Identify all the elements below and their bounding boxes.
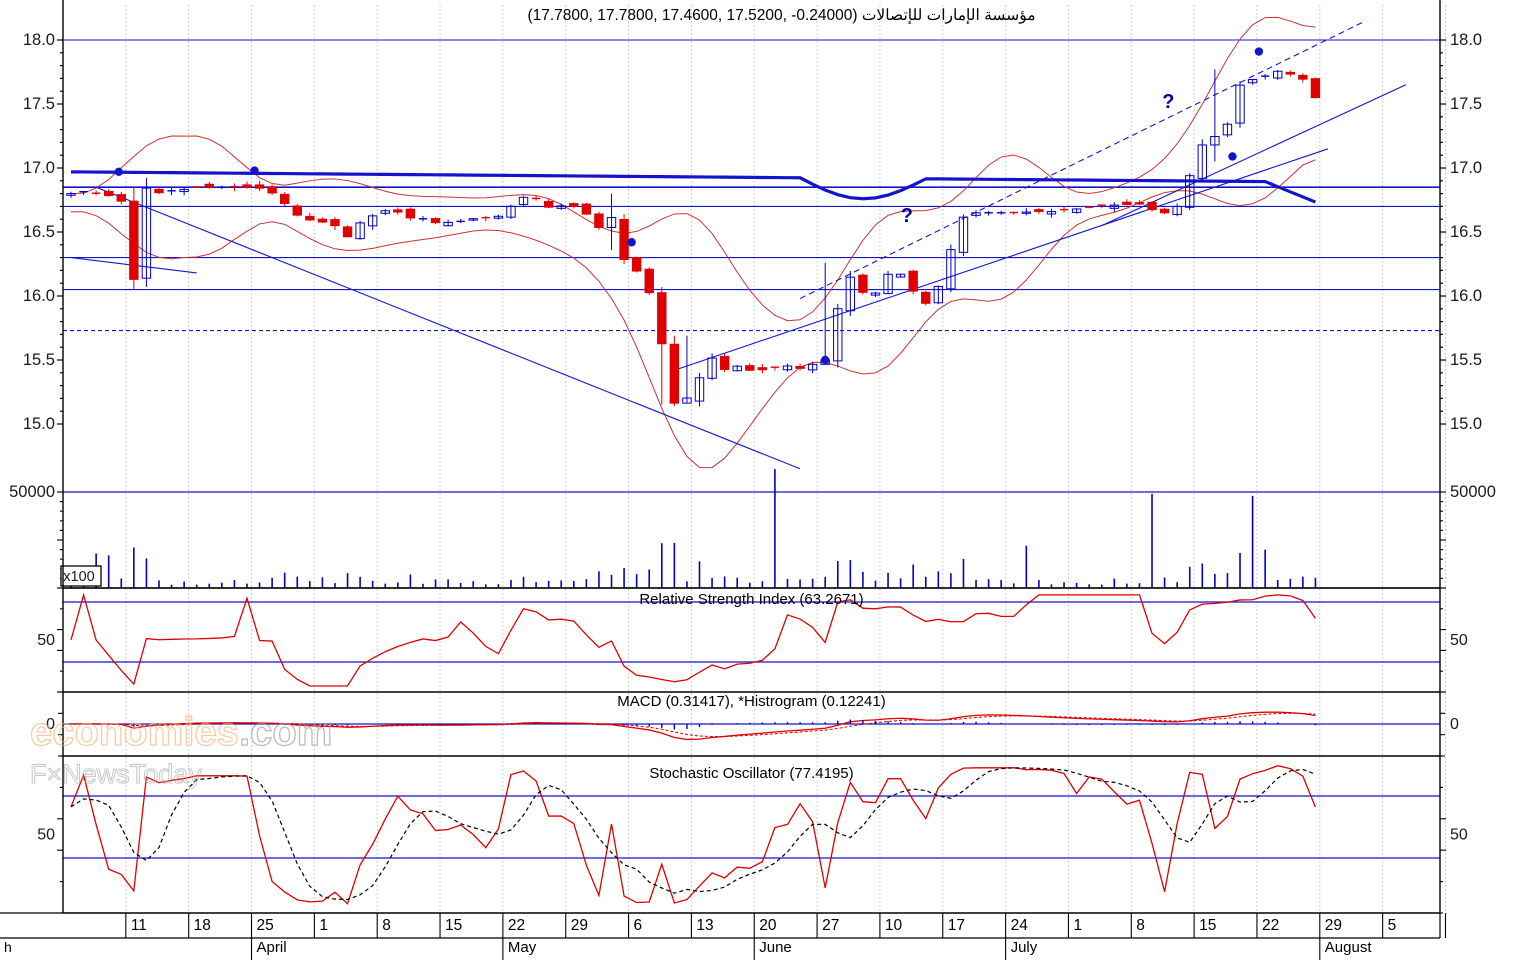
svg-text:18.0: 18.0 [23,31,55,49]
svg-text:50000: 50000 [9,483,55,501]
svg-text:15.0: 15.0 [1450,415,1482,433]
svg-text:(17.7800, 17.7800, 17.4600, 17: (17.7800, 17.7800, 17.4600, 17.5200, -0.… [527,7,1035,24]
svg-text:17.0: 17.0 [1450,159,1482,177]
svg-text:6: 6 [634,917,643,934]
svg-text:16.0: 16.0 [23,287,55,305]
svg-text:27: 27 [822,917,839,934]
svg-text:16.5: 16.5 [23,223,55,241]
svg-text:1: 1 [1073,917,1082,934]
svg-text:16.0: 16.0 [1450,287,1482,305]
svg-text:8: 8 [382,917,391,934]
svg-text:Relative Strength Index (63.26: Relative Strength Index (63.2671) [639,591,863,608]
svg-text:17.5: 17.5 [23,95,55,113]
svg-text:MACD (0.31417), *Histrogram (0: MACD (0.31417), *Histrogram (0.12241) [617,693,885,710]
svg-text:20: 20 [759,917,777,934]
svg-text:1: 1 [319,917,328,934]
svg-text:May: May [508,939,537,956]
svg-text:economies.com: economies.com [30,710,332,754]
svg-text:x100: x100 [63,569,94,585]
svg-text:13: 13 [696,917,713,934]
svg-text:24: 24 [1011,917,1029,934]
svg-text:50: 50 [37,632,55,649]
svg-text:18: 18 [194,917,211,934]
svg-text:22: 22 [508,917,525,934]
svg-text:15.5: 15.5 [1450,351,1482,369]
svg-text:h: h [4,939,12,955]
svg-text:Stochastic Oscillator (77.4195: Stochastic Oscillator (77.4195) [649,765,853,782]
svg-text:50: 50 [37,827,55,844]
svg-text:50: 50 [1450,632,1468,649]
svg-text:22: 22 [1262,917,1279,934]
svg-text:8: 8 [1136,917,1145,934]
svg-text:?: ? [901,205,913,227]
svg-text:11: 11 [131,917,147,934]
svg-text:29: 29 [1325,917,1342,934]
svg-text:0: 0 [1450,716,1459,733]
svg-text:F×NewsToday: F×NewsToday [30,759,202,789]
svg-text:50: 50 [1450,827,1468,844]
svg-text:April: April [257,939,287,956]
svg-text:?: ? [1162,91,1174,113]
svg-text:17.5: 17.5 [1450,95,1482,113]
svg-text:5: 5 [1388,917,1397,934]
svg-text:17.0: 17.0 [23,159,55,177]
svg-text:August: August [1325,939,1373,956]
svg-text:15: 15 [445,917,462,934]
svg-text:25: 25 [257,917,274,934]
svg-text:15: 15 [1199,917,1216,934]
svg-text:15.0: 15.0 [23,415,55,433]
svg-text:29: 29 [571,917,588,934]
svg-text:June: June [759,939,792,956]
svg-text:18.0: 18.0 [1450,31,1482,49]
svg-text:15.5: 15.5 [23,351,55,369]
svg-text:July: July [1011,939,1038,956]
svg-text:50000: 50000 [1450,483,1496,501]
svg-text:10: 10 [885,917,903,934]
svg-text:17: 17 [948,917,965,934]
svg-text:16.5: 16.5 [1450,223,1482,241]
